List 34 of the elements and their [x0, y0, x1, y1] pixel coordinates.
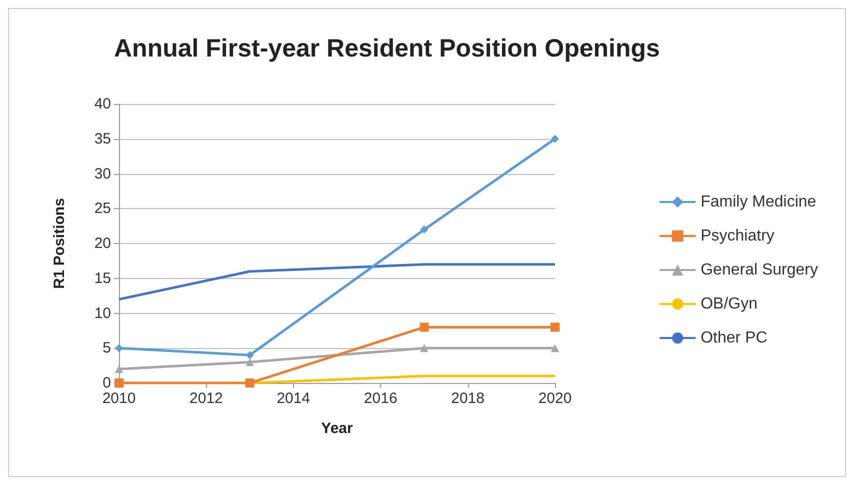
legend-label: General Surgery	[700, 262, 818, 278]
x-tick-label: 2010	[102, 390, 136, 407]
point	[551, 134, 559, 143]
legend-label: OB/Gyn	[700, 296, 758, 312]
x-tick-label: 2016	[364, 390, 398, 407]
point	[550, 322, 560, 332]
legend-label: Other PC	[700, 330, 768, 346]
point	[420, 226, 428, 234]
x-tick-label: 2018	[451, 390, 484, 407]
y-tick-label: 20	[94, 235, 111, 252]
y-tick-label: 35	[94, 130, 111, 148]
point	[115, 365, 123, 374]
y-tick-label: 15	[94, 270, 111, 287]
y-tick-label: 30	[94, 165, 111, 182]
point	[246, 351, 254, 360]
y-tick-label: 40	[94, 96, 111, 112]
x-tick-label: 2012	[190, 390, 223, 407]
x-tick-label: 2014	[276, 390, 310, 407]
point	[245, 378, 254, 388]
legend-label: Family Medicine	[700, 194, 816, 210]
x-axis-title: Year	[321, 420, 354, 437]
legend-label: Psychiatry	[700, 228, 774, 244]
x-tick-label: 2020	[538, 390, 572, 407]
y-tick-label: 5	[102, 340, 111, 357]
point	[246, 358, 254, 366]
point	[420, 322, 429, 332]
y-tick-label: 10	[94, 304, 111, 322]
y-tick-label: 25	[94, 200, 111, 218]
chart-title: Annual First-year Resident Position Openings	[114, 34, 660, 62]
y-axis-title: R1 Positions	[51, 198, 68, 289]
point	[420, 344, 428, 352]
point	[115, 344, 123, 352]
y-tick-label: 0	[102, 374, 111, 392]
point	[551, 344, 559, 352]
